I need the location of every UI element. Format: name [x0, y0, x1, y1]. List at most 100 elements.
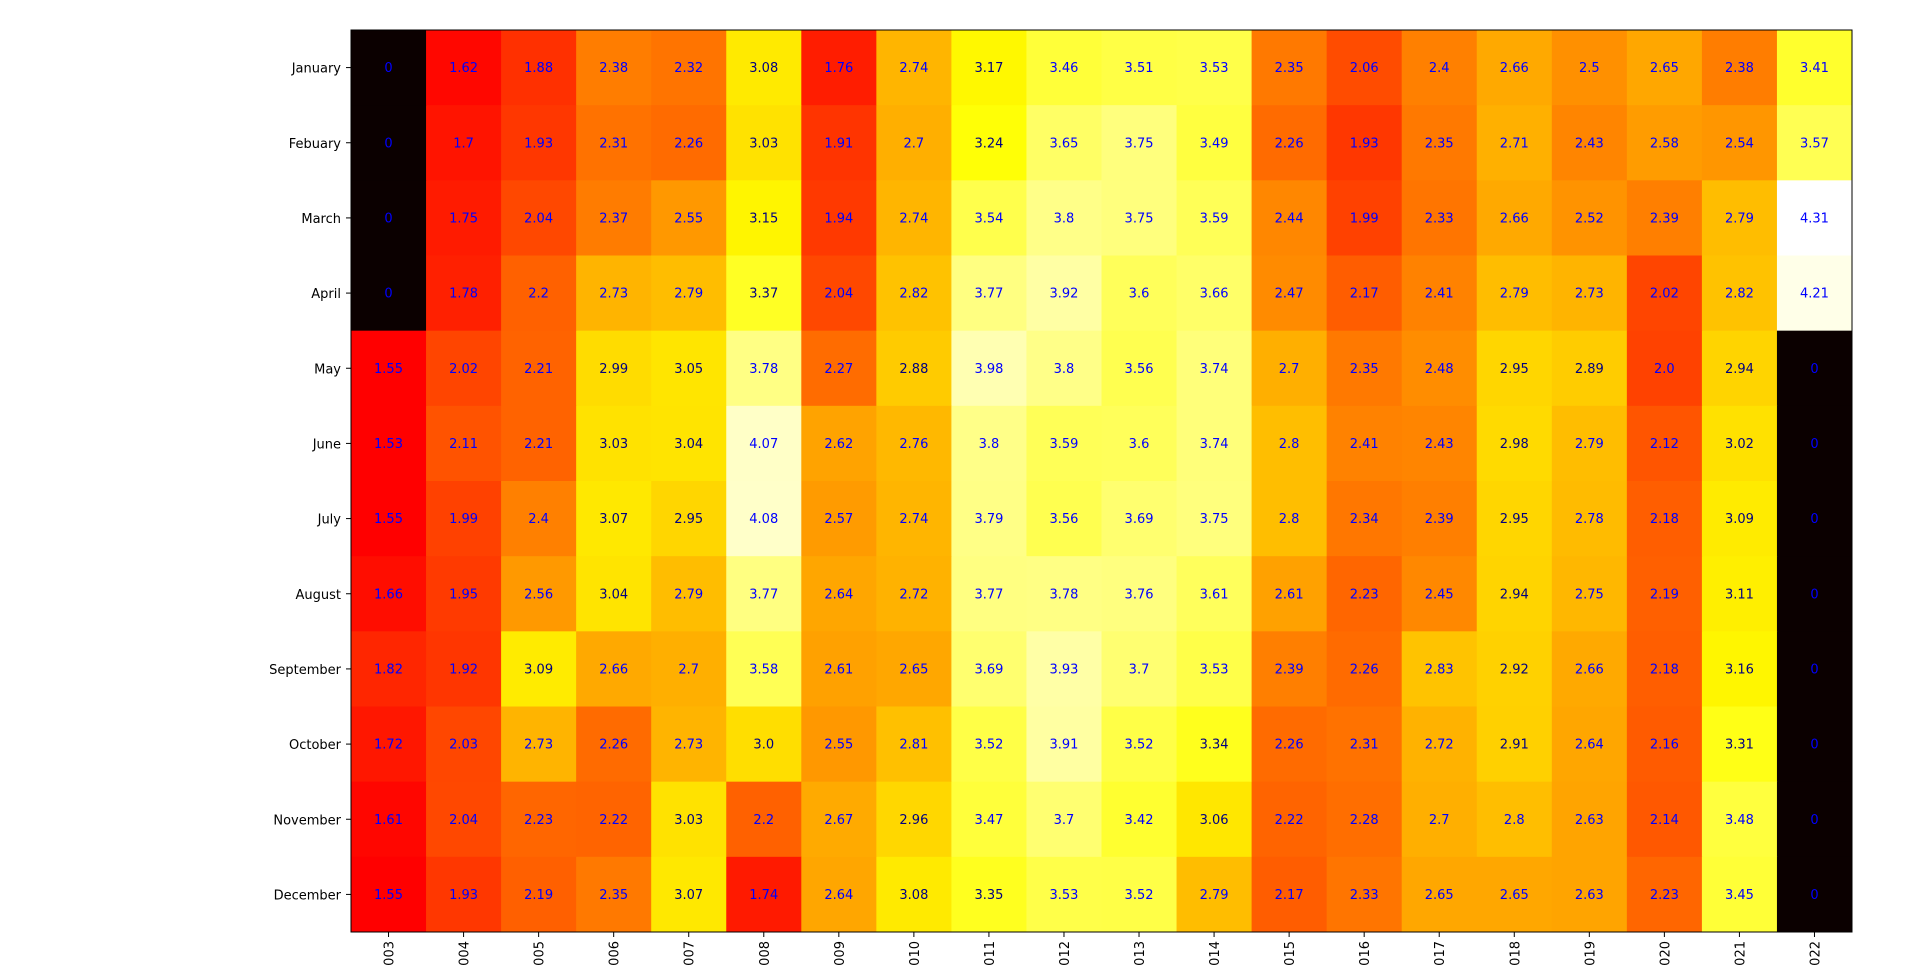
heatmap-cell: [1476, 180, 1553, 256]
cell-value-label: 2.65: [1650, 61, 1679, 76]
cell-value-label: 2.32: [674, 61, 703, 76]
cell-value-label: 2.79: [1725, 211, 1754, 226]
heatmap-cell: [1251, 781, 1328, 858]
cell-value-label: 3.06: [1200, 813, 1229, 828]
heatmap-cell: [1776, 706, 1853, 783]
cell-value-label: 3.79: [974, 512, 1003, 527]
cell-value-label: 1.55: [374, 888, 403, 903]
cell-value-label: 2.7: [678, 662, 699, 677]
heatmap-cell: [651, 255, 727, 332]
y-tick-label: December: [274, 888, 342, 903]
cell-value-label: 2.72: [899, 587, 928, 602]
heatmap-cell: [1701, 556, 1778, 632]
cell-value-label: 2.83: [1425, 662, 1454, 677]
cell-value-label: 2.21: [524, 437, 553, 452]
cell-value-label: 2.04: [824, 287, 853, 302]
cell-value-label: 2.65: [899, 662, 928, 677]
heatmap-cell: [1101, 180, 1178, 256]
cell-value-label: 0: [1810, 738, 1818, 753]
heatmap-cell: [801, 781, 877, 858]
heatmap-cell: [1551, 706, 1628, 783]
cell-value-label: 2.2: [753, 813, 774, 828]
y-tick-label: November: [273, 813, 341, 828]
cell-value-label: 0: [1810, 662, 1818, 677]
heatmap-cell: [801, 330, 877, 407]
heatmap-cell: [651, 706, 727, 783]
cell-value-label: 3.34: [1200, 738, 1229, 753]
heatmap-cell: [351, 30, 427, 106]
heatmap-cell: [876, 781, 952, 858]
cell-value-label: 2.11: [449, 437, 478, 452]
heatmap-cell: [426, 30, 502, 106]
heatmap-cell: [1176, 856, 1253, 933]
cell-value-label: 3.11: [1725, 587, 1754, 602]
cell-value-label: 3.07: [599, 512, 628, 527]
cell-value-label: 2.18: [1650, 662, 1679, 677]
cell-value-label: 3.75: [1200, 512, 1229, 527]
heatmap-cell: [726, 180, 802, 256]
cell-value-label: 2.95: [674, 512, 703, 527]
heatmap-cell: [1476, 105, 1553, 181]
heatmap-cell: [351, 180, 427, 256]
cell-value-label: 3.66: [1200, 287, 1229, 302]
cell-value-label: 2.82: [899, 287, 928, 302]
heatmap-cell: [501, 706, 577, 783]
heatmap-cell: [1551, 405, 1628, 482]
heatmap-cell: [501, 180, 577, 256]
heatmap-cell: [1401, 105, 1478, 181]
y-tick-label: Febuary: [289, 137, 342, 152]
heatmap-cell: [1176, 481, 1253, 557]
heatmap-cell: [1551, 255, 1628, 332]
heatmap-cell: [1176, 781, 1253, 858]
cell-value-label: 3.52: [1125, 738, 1154, 753]
cell-value-label: 2.19: [1650, 587, 1679, 602]
cell-value-label: 0: [1810, 437, 1818, 452]
heatmap-cell: [651, 405, 727, 482]
cell-value-label: 3.98: [974, 362, 1003, 377]
cell-value-label: 2.71: [1500, 136, 1529, 151]
cell-value-label: 3.51: [1125, 61, 1154, 76]
heatmap-cell: [1101, 30, 1178, 106]
cell-value-label: 0: [1810, 813, 1818, 828]
cell-value-label: 3.35: [974, 888, 1003, 903]
cell-value-label: 0: [384, 287, 392, 302]
cell-value-label: 2.4: [528, 512, 549, 527]
heatmap-cell: [1251, 30, 1328, 106]
cell-value-label: 3.09: [524, 662, 553, 677]
cell-value-label: 2.91: [1500, 738, 1529, 753]
heatmap-cell: [1701, 105, 1778, 181]
heatmap-cell: [1401, 255, 1478, 332]
y-tick-label: October: [289, 738, 342, 753]
cell-value-label: 2.95: [1500, 362, 1529, 377]
cell-value-label: 2.26: [674, 136, 703, 151]
cell-value-label: 2.28: [1350, 813, 1379, 828]
heatmap-cell: [1626, 481, 1703, 557]
cell-value-label: 3.09: [1725, 512, 1754, 527]
cell-value-label: 2.23: [1650, 888, 1679, 903]
heatmap-cell: [951, 255, 1027, 332]
cell-value-label: 2.18: [1650, 512, 1679, 527]
cell-value-label: 2.99: [599, 362, 628, 377]
cell-value-label: 3.16: [1725, 662, 1754, 677]
heatmap-cell: [1176, 330, 1253, 407]
heatmap-cell: [876, 706, 952, 783]
heatmap-cell: [1626, 330, 1703, 407]
heatmap-cell: [1626, 180, 1703, 256]
heatmap-cell: [1551, 105, 1628, 181]
x-tick-label: 2018: [1508, 941, 1523, 967]
cell-value-label: 3.04: [674, 437, 703, 452]
heatmap-cell: [1101, 481, 1178, 557]
cell-value-label: 3.37: [749, 287, 778, 302]
heatmap-cell: [1626, 105, 1703, 181]
cell-value-label: 0: [1810, 512, 1818, 527]
cell-value-label: 2.98: [1500, 437, 1529, 452]
heatmap-cell: [1626, 856, 1703, 933]
heatmap-cell: [426, 330, 502, 407]
cell-value-label: 2.61: [1275, 587, 1304, 602]
heatmap-cell: [1776, 405, 1853, 482]
x-tick-label: 2013: [1133, 941, 1148, 967]
heatmap-cell: [1101, 781, 1178, 858]
cell-value-label: 2.54: [1725, 136, 1754, 151]
cell-value-label: 3.05: [674, 362, 703, 377]
